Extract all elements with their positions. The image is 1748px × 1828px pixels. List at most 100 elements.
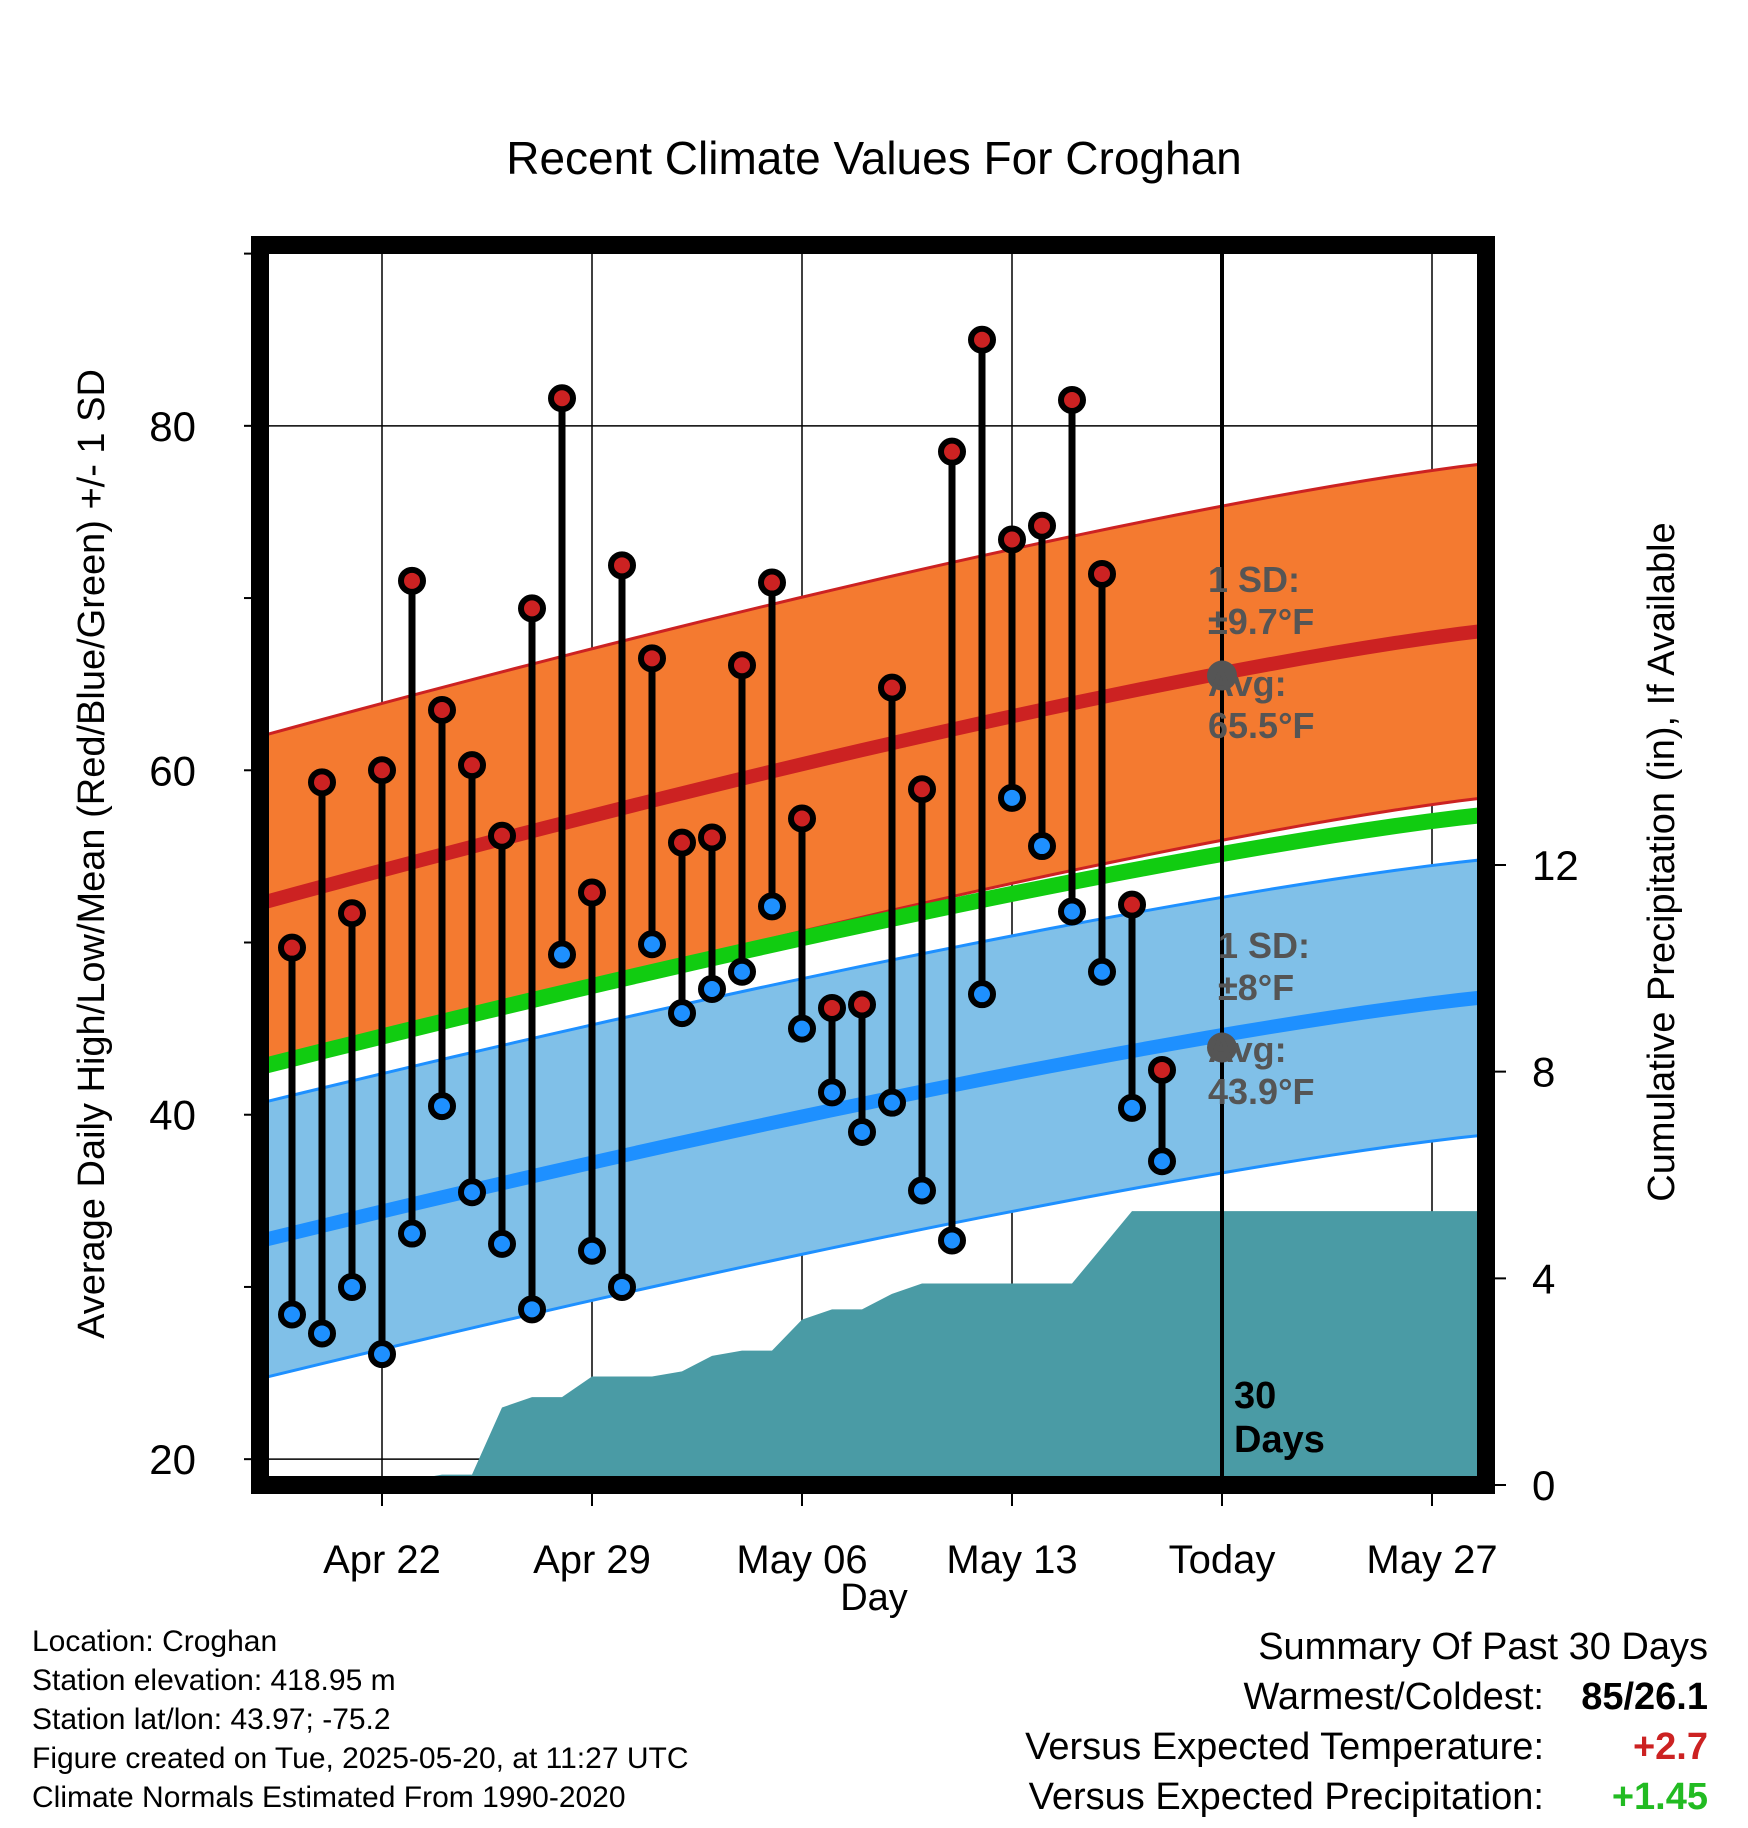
high-avg-value: 65.5°F [1208, 705, 1314, 746]
daily-low-point [1058, 897, 1086, 926]
today-low-avg-marker [1207, 1032, 1237, 1063]
high-avg-label: Avg: [1208, 663, 1287, 704]
daily-high-point [278, 933, 306, 962]
today-high-avg-marker [1207, 660, 1237, 691]
high-sd-label: 1 SD: [1208, 559, 1300, 600]
summary-title: Summary Of Past 30 Days [1258, 1626, 1708, 1668]
summary-temp-row: Versus Expected Temperature: +2.7 [1025, 1722, 1708, 1772]
summary-warmest-row: Warmest/Coldest: 85/26.1 [1025, 1672, 1708, 1722]
y2-tick-label: 12 [1532, 842, 1579, 889]
daily-low-point [398, 1219, 426, 1248]
station-info: Location: Croghan Station elevation: 418… [32, 1622, 689, 1817]
summary-panel: Summary Of Past 30 Days Warmest/Coldest:… [1025, 1622, 1708, 1822]
daily-high-point [938, 437, 966, 466]
info-created: Figure created on Tue, 2025-05-20, at 11… [32, 1742, 689, 1775]
daily-low-point [848, 1117, 876, 1146]
daily-high-point [1058, 386, 1086, 414]
summary-warmest-label: Warmest/Coldest: [1243, 1676, 1544, 1718]
daily-low-point [278, 1300, 306, 1329]
x-tick-label: May 13 [946, 1538, 1077, 1582]
daily-high-point [998, 525, 1026, 554]
summary-temp-label: Versus Expected Temperature: [1025, 1726, 1544, 1768]
x-tick-label: Apr 22 [323, 1538, 441, 1582]
low-sd-label: 1 SD: [1218, 925, 1310, 966]
daily-low-point [1088, 957, 1116, 986]
daily-low-point [638, 930, 666, 959]
daily-high-point [698, 823, 726, 852]
x-tick-label: May 27 [1366, 1538, 1497, 1582]
daily-high-point [878, 673, 906, 702]
daily-low-point [818, 1078, 846, 1107]
summary-precip-row: Versus Expected Precipitation: +1.45 [1025, 1772, 1708, 1822]
y2-tick-label: 8 [1532, 1049, 1555, 1096]
daily-low-point [968, 980, 996, 1009]
daily-high-point [908, 775, 936, 804]
daily-low-point [368, 1340, 396, 1369]
daily-high-point [488, 821, 516, 850]
daily-low-point [1028, 832, 1056, 861]
chart-title: Recent Climate Values For Croghan [506, 132, 1241, 184]
daily-high-point [728, 651, 756, 680]
daily-low-point [758, 892, 786, 921]
daily-low-point [488, 1229, 516, 1258]
daily-low-point [908, 1176, 936, 1205]
days-marker-label: 30 [1234, 1375, 1276, 1417]
daily-low-point [788, 1014, 816, 1043]
daily-low-point [458, 1178, 486, 1207]
daily-low-point [938, 1226, 966, 1255]
y2-axis-label: Cumulative Precipitation (in), If Availa… [1641, 522, 1683, 1201]
daily-high-point [1028, 511, 1056, 540]
daily-high-point [668, 828, 696, 857]
daily-low-point [338, 1272, 366, 1301]
y-tick-label: 80 [149, 403, 196, 450]
daily-high-point [368, 756, 396, 785]
daily-high-point [428, 696, 456, 724]
daily-high-point [848, 990, 876, 1019]
daily-high-point [788, 804, 816, 833]
daily-low-point [518, 1295, 546, 1324]
y-tick-label: 20 [149, 1436, 196, 1483]
daily-low-point [668, 999, 696, 1028]
daily-high-point [638, 644, 666, 673]
days-marker-label: Days [1234, 1419, 1325, 1461]
daily-high-point [548, 384, 576, 413]
daily-high-point [1118, 890, 1146, 919]
high-sd-band-upper-edge [261, 462, 1486, 738]
low-avg-value: 43.9°F [1208, 1071, 1314, 1112]
info-location: Location: Croghan [32, 1625, 278, 1658]
daily-low-point [1148, 1147, 1176, 1176]
climate-chart: Recent Climate Values For Croghan 1 SD:±… [71, 132, 1683, 1619]
low-avg-label: Avg: [1208, 1029, 1287, 1070]
daily-low-point [698, 975, 726, 1003]
daily-low-point [548, 940, 576, 969]
x-tick-label: May 06 [736, 1538, 867, 1582]
daily-low-point [728, 957, 756, 986]
daily-high-point [818, 993, 846, 1022]
high-sd-band [262, 463, 1486, 1070]
x-axis-label: Day [840, 1577, 908, 1619]
y2-tick-label: 4 [1532, 1255, 1555, 1302]
summary-precip-value: +1.45 [1611, 1776, 1708, 1818]
y2-tick-label: 0 [1532, 1462, 1555, 1509]
daily-high-point [758, 568, 786, 597]
daily-high-point [338, 899, 366, 928]
y-axis-label: Average Daily High/Low/Mean (Red/Blue/Gr… [71, 369, 113, 1339]
daily-low-point [1118, 1093, 1146, 1122]
daily-high-point [1088, 559, 1116, 588]
low-sd-band [262, 859, 1486, 1379]
daily-high-point [518, 594, 546, 623]
daily-low-point [578, 1236, 606, 1265]
info-latlon: Station lat/lon: 43.97; -75.2 [32, 1703, 391, 1736]
daily-high-point [578, 878, 606, 907]
summary-precip-label: Versus Expected Precipitation: [1028, 1776, 1544, 1818]
info-elevation: Station elevation: 418.95 m [32, 1664, 396, 1697]
daily-low-point [608, 1272, 636, 1301]
daily-high-point [1148, 1055, 1176, 1084]
summary-temp-value: +2.7 [1632, 1726, 1708, 1768]
x-tick-label: Apr 29 [533, 1538, 651, 1582]
info-normals: Climate Normals Estimated From 1990-2020 [32, 1781, 626, 1814]
y-tick-label: 60 [149, 747, 196, 794]
daily-high-point [968, 325, 996, 354]
daily-high-point [398, 566, 426, 595]
